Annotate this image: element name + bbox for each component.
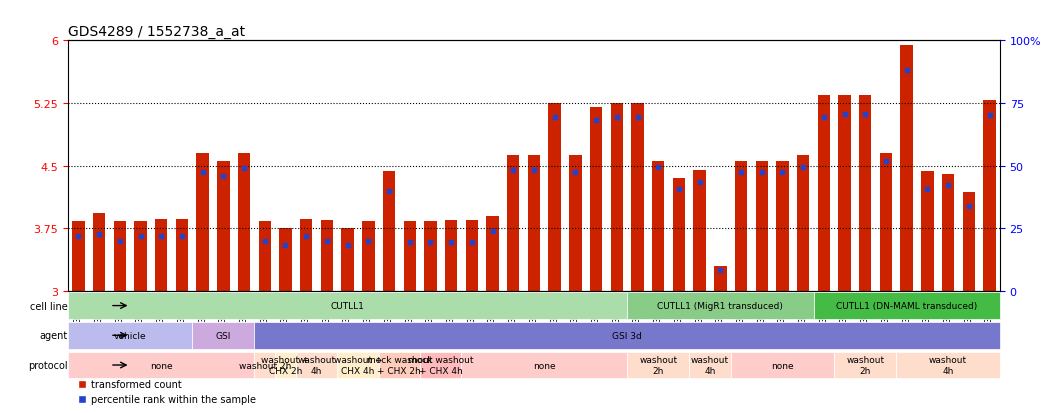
Text: protocol: protocol bbox=[28, 360, 68, 370]
Text: CUTLL1: CUTLL1 bbox=[331, 301, 364, 310]
Text: none: none bbox=[533, 361, 556, 370]
Bar bbox=[900, 45, 913, 291]
Bar bbox=[942, 174, 954, 291]
FancyBboxPatch shape bbox=[896, 352, 1000, 378]
Bar bbox=[155, 219, 168, 291]
Bar bbox=[403, 222, 416, 291]
Bar bbox=[921, 172, 934, 291]
FancyBboxPatch shape bbox=[462, 352, 627, 378]
FancyBboxPatch shape bbox=[254, 352, 275, 378]
FancyBboxPatch shape bbox=[420, 352, 462, 378]
Bar bbox=[756, 162, 767, 291]
Bar bbox=[259, 222, 271, 291]
Bar bbox=[72, 222, 85, 291]
Text: washout
2h: washout 2h bbox=[639, 356, 677, 375]
Text: washout 2h: washout 2h bbox=[239, 361, 291, 370]
Bar bbox=[134, 222, 147, 291]
Bar bbox=[631, 104, 644, 291]
Text: washout +
CHX 2h: washout + CHX 2h bbox=[262, 356, 310, 375]
FancyBboxPatch shape bbox=[834, 352, 896, 378]
Text: GSI: GSI bbox=[216, 331, 231, 340]
Text: GSI 3d: GSI 3d bbox=[612, 331, 642, 340]
FancyBboxPatch shape bbox=[627, 352, 689, 378]
Bar bbox=[589, 108, 602, 291]
Bar bbox=[197, 154, 208, 291]
Text: agent: agent bbox=[40, 330, 68, 340]
FancyBboxPatch shape bbox=[193, 322, 254, 349]
FancyBboxPatch shape bbox=[337, 352, 379, 378]
Bar bbox=[300, 219, 312, 291]
Bar bbox=[839, 95, 851, 291]
Bar bbox=[362, 221, 375, 291]
Text: none: none bbox=[150, 361, 173, 370]
Bar bbox=[570, 155, 581, 291]
FancyBboxPatch shape bbox=[379, 352, 420, 378]
Text: washout
2h: washout 2h bbox=[846, 356, 885, 375]
Text: none: none bbox=[772, 361, 794, 370]
FancyBboxPatch shape bbox=[627, 292, 814, 319]
Bar bbox=[818, 95, 830, 291]
Bar bbox=[693, 170, 706, 291]
Bar bbox=[549, 104, 561, 291]
Text: mock washout
+ CHX 4h: mock washout + CHX 4h bbox=[408, 356, 473, 375]
Text: CUTLL1 (MigR1 transduced): CUTLL1 (MigR1 transduced) bbox=[658, 301, 783, 310]
Bar bbox=[879, 154, 892, 291]
Text: cell line: cell line bbox=[30, 301, 68, 311]
Bar bbox=[93, 214, 106, 291]
FancyBboxPatch shape bbox=[68, 292, 627, 319]
Bar bbox=[735, 162, 748, 291]
Bar bbox=[341, 228, 354, 291]
Bar bbox=[238, 154, 250, 291]
Legend: transformed count, percentile rank within the sample: transformed count, percentile rank withi… bbox=[73, 375, 261, 408]
Bar bbox=[445, 220, 458, 291]
Bar bbox=[383, 172, 395, 291]
Text: washout
4h: washout 4h bbox=[929, 356, 967, 375]
Text: mock washout
+ CHX 2h: mock washout + CHX 2h bbox=[366, 356, 432, 375]
FancyBboxPatch shape bbox=[254, 322, 1000, 349]
Text: washout
4h: washout 4h bbox=[297, 356, 336, 375]
Bar bbox=[507, 155, 519, 291]
Bar bbox=[176, 219, 188, 291]
Bar bbox=[487, 216, 498, 291]
Bar bbox=[320, 220, 333, 291]
Text: CUTLL1 (DN-MAML transduced): CUTLL1 (DN-MAML transduced) bbox=[837, 301, 977, 310]
Bar bbox=[217, 162, 229, 291]
Text: GDS4289 / 1552738_a_at: GDS4289 / 1552738_a_at bbox=[68, 25, 245, 39]
FancyBboxPatch shape bbox=[814, 292, 1000, 319]
Bar bbox=[466, 220, 478, 291]
Bar bbox=[714, 266, 727, 291]
Bar bbox=[797, 155, 809, 291]
FancyBboxPatch shape bbox=[731, 352, 834, 378]
Bar bbox=[860, 95, 871, 291]
Text: washout
4h: washout 4h bbox=[691, 356, 729, 375]
Bar bbox=[280, 228, 292, 291]
Bar bbox=[652, 162, 665, 291]
Bar bbox=[610, 104, 623, 291]
FancyBboxPatch shape bbox=[68, 352, 254, 378]
Bar bbox=[776, 162, 788, 291]
Bar bbox=[673, 179, 685, 291]
Bar bbox=[983, 101, 996, 291]
FancyBboxPatch shape bbox=[296, 352, 337, 378]
Bar bbox=[962, 193, 975, 291]
FancyBboxPatch shape bbox=[689, 352, 731, 378]
FancyBboxPatch shape bbox=[275, 352, 296, 378]
Text: vehicle: vehicle bbox=[114, 331, 147, 340]
Text: washout +
CHX 4h: washout + CHX 4h bbox=[334, 356, 382, 375]
Bar bbox=[528, 155, 540, 291]
Bar bbox=[424, 222, 437, 291]
Bar bbox=[114, 222, 126, 291]
FancyBboxPatch shape bbox=[68, 322, 193, 349]
